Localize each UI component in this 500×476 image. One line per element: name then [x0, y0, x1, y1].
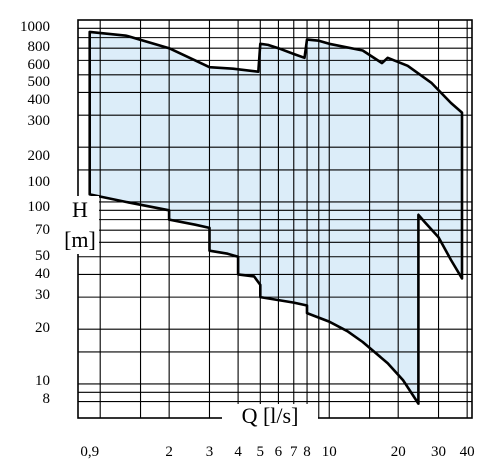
y-tick-label: 70	[35, 222, 50, 238]
y-tick-label: 10	[35, 373, 50, 389]
y-tick-label: 8	[43, 391, 51, 407]
x-tick-label: 6	[275, 444, 283, 460]
y-tick-label: 800	[28, 39, 51, 55]
y-tick-label: 200	[28, 148, 51, 164]
y-tick-label: 50	[35, 248, 50, 264]
tick-labels: 0,9 2 3 4 5 6 7 8 10 20 30 401000800600500400300200…	[20, 19, 475, 460]
x-tick-label: 40	[460, 444, 475, 460]
y-tick-label: 300	[28, 113, 51, 129]
y-tick-label: 20	[35, 320, 50, 336]
y-axis-title-unit: [m]	[64, 227, 96, 252]
y-tick-label: 500	[28, 74, 51, 90]
y-tick-label: 100	[28, 199, 51, 215]
x-tick-label: 0,9	[80, 444, 99, 460]
x-tick-label: 5	[257, 444, 265, 460]
y-tick-label: 600	[28, 57, 51, 73]
grid	[78, 20, 472, 418]
x-tick-label: 30	[431, 444, 446, 460]
x-tick-label: 7	[290, 444, 298, 460]
y-axis-title-symbol: H	[72, 197, 88, 222]
x-axis-title-background	[222, 404, 318, 430]
x-tick-label: 20	[391, 444, 406, 460]
y-tick-label: 40	[35, 266, 50, 282]
y-tick-label: 100	[28, 174, 51, 190]
x-tick-label: 2	[165, 444, 173, 460]
x-tick-label: 3	[206, 444, 214, 460]
y-tick-label: 1000	[20, 19, 50, 35]
operating-range-envelope	[88, 30, 464, 405]
y-tick-label: 30	[35, 287, 50, 303]
x-tick-label: 8	[303, 444, 311, 460]
y-tick-label: 400	[28, 92, 51, 108]
y-axis-title-background	[59, 196, 99, 254]
x-tick-label: 4	[234, 444, 242, 460]
x-tick-label: 10	[322, 444, 337, 460]
x-axis-title: Q [l/s]	[242, 403, 299, 428]
